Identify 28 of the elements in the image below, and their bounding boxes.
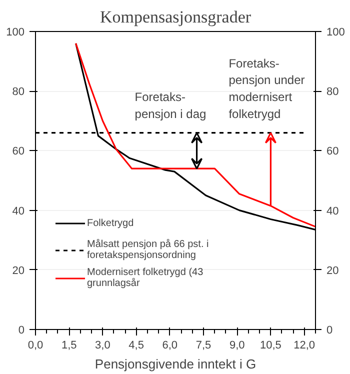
y-tick-label: 80 (12, 86, 25, 98)
x-tick-label: 4,5 (128, 340, 144, 352)
y-tick-label: 40 (12, 205, 25, 218)
y-tick-label: 20 (12, 264, 25, 277)
legend-label: Folketrygd (87, 218, 134, 228)
x-tick-label: 9,0 (229, 340, 245, 352)
annotation: Foretaks- pensjon under modernisert folketrygd (228, 56, 305, 121)
y2-tick-label: 0 (326, 324, 333, 336)
x-tick-label: 12,0 (294, 340, 316, 352)
x-axis-title: Pensjonsgivende inntekt i G (94, 356, 256, 372)
y2-tick-label: 80 (326, 86, 339, 98)
y-tick-label: 0 (18, 324, 25, 336)
y2-tick-label: 100 (326, 26, 345, 38)
x-tick-label: 10,5 (260, 340, 282, 352)
y2-tick-label: 40 (326, 205, 339, 218)
x-tick-label: 6,0 (162, 340, 178, 352)
legend-label: Målsatt pensjon på 66 pst. i foretakspensjonsordning (87, 239, 209, 261)
x-tick-label: 3,0 (95, 340, 110, 352)
x-tick-label: 7,5 (196, 340, 212, 352)
x-tick-label: 1,5 (61, 340, 77, 352)
legend-label: Modernisert folketrygd (43 grunnlagsår (87, 267, 204, 289)
y2-tick-label: 60 (326, 146, 339, 158)
annotation: Foretaks- pensjon i dag (134, 90, 206, 121)
chart-title: Kompensasjonsgrader (100, 8, 252, 26)
y-tick-label: 60 (12, 146, 25, 158)
x-tick-label: 0,0 (28, 340, 44, 352)
y-tick-label: 100 (6, 26, 25, 38)
y2-tick-label: 20 (326, 264, 339, 277)
